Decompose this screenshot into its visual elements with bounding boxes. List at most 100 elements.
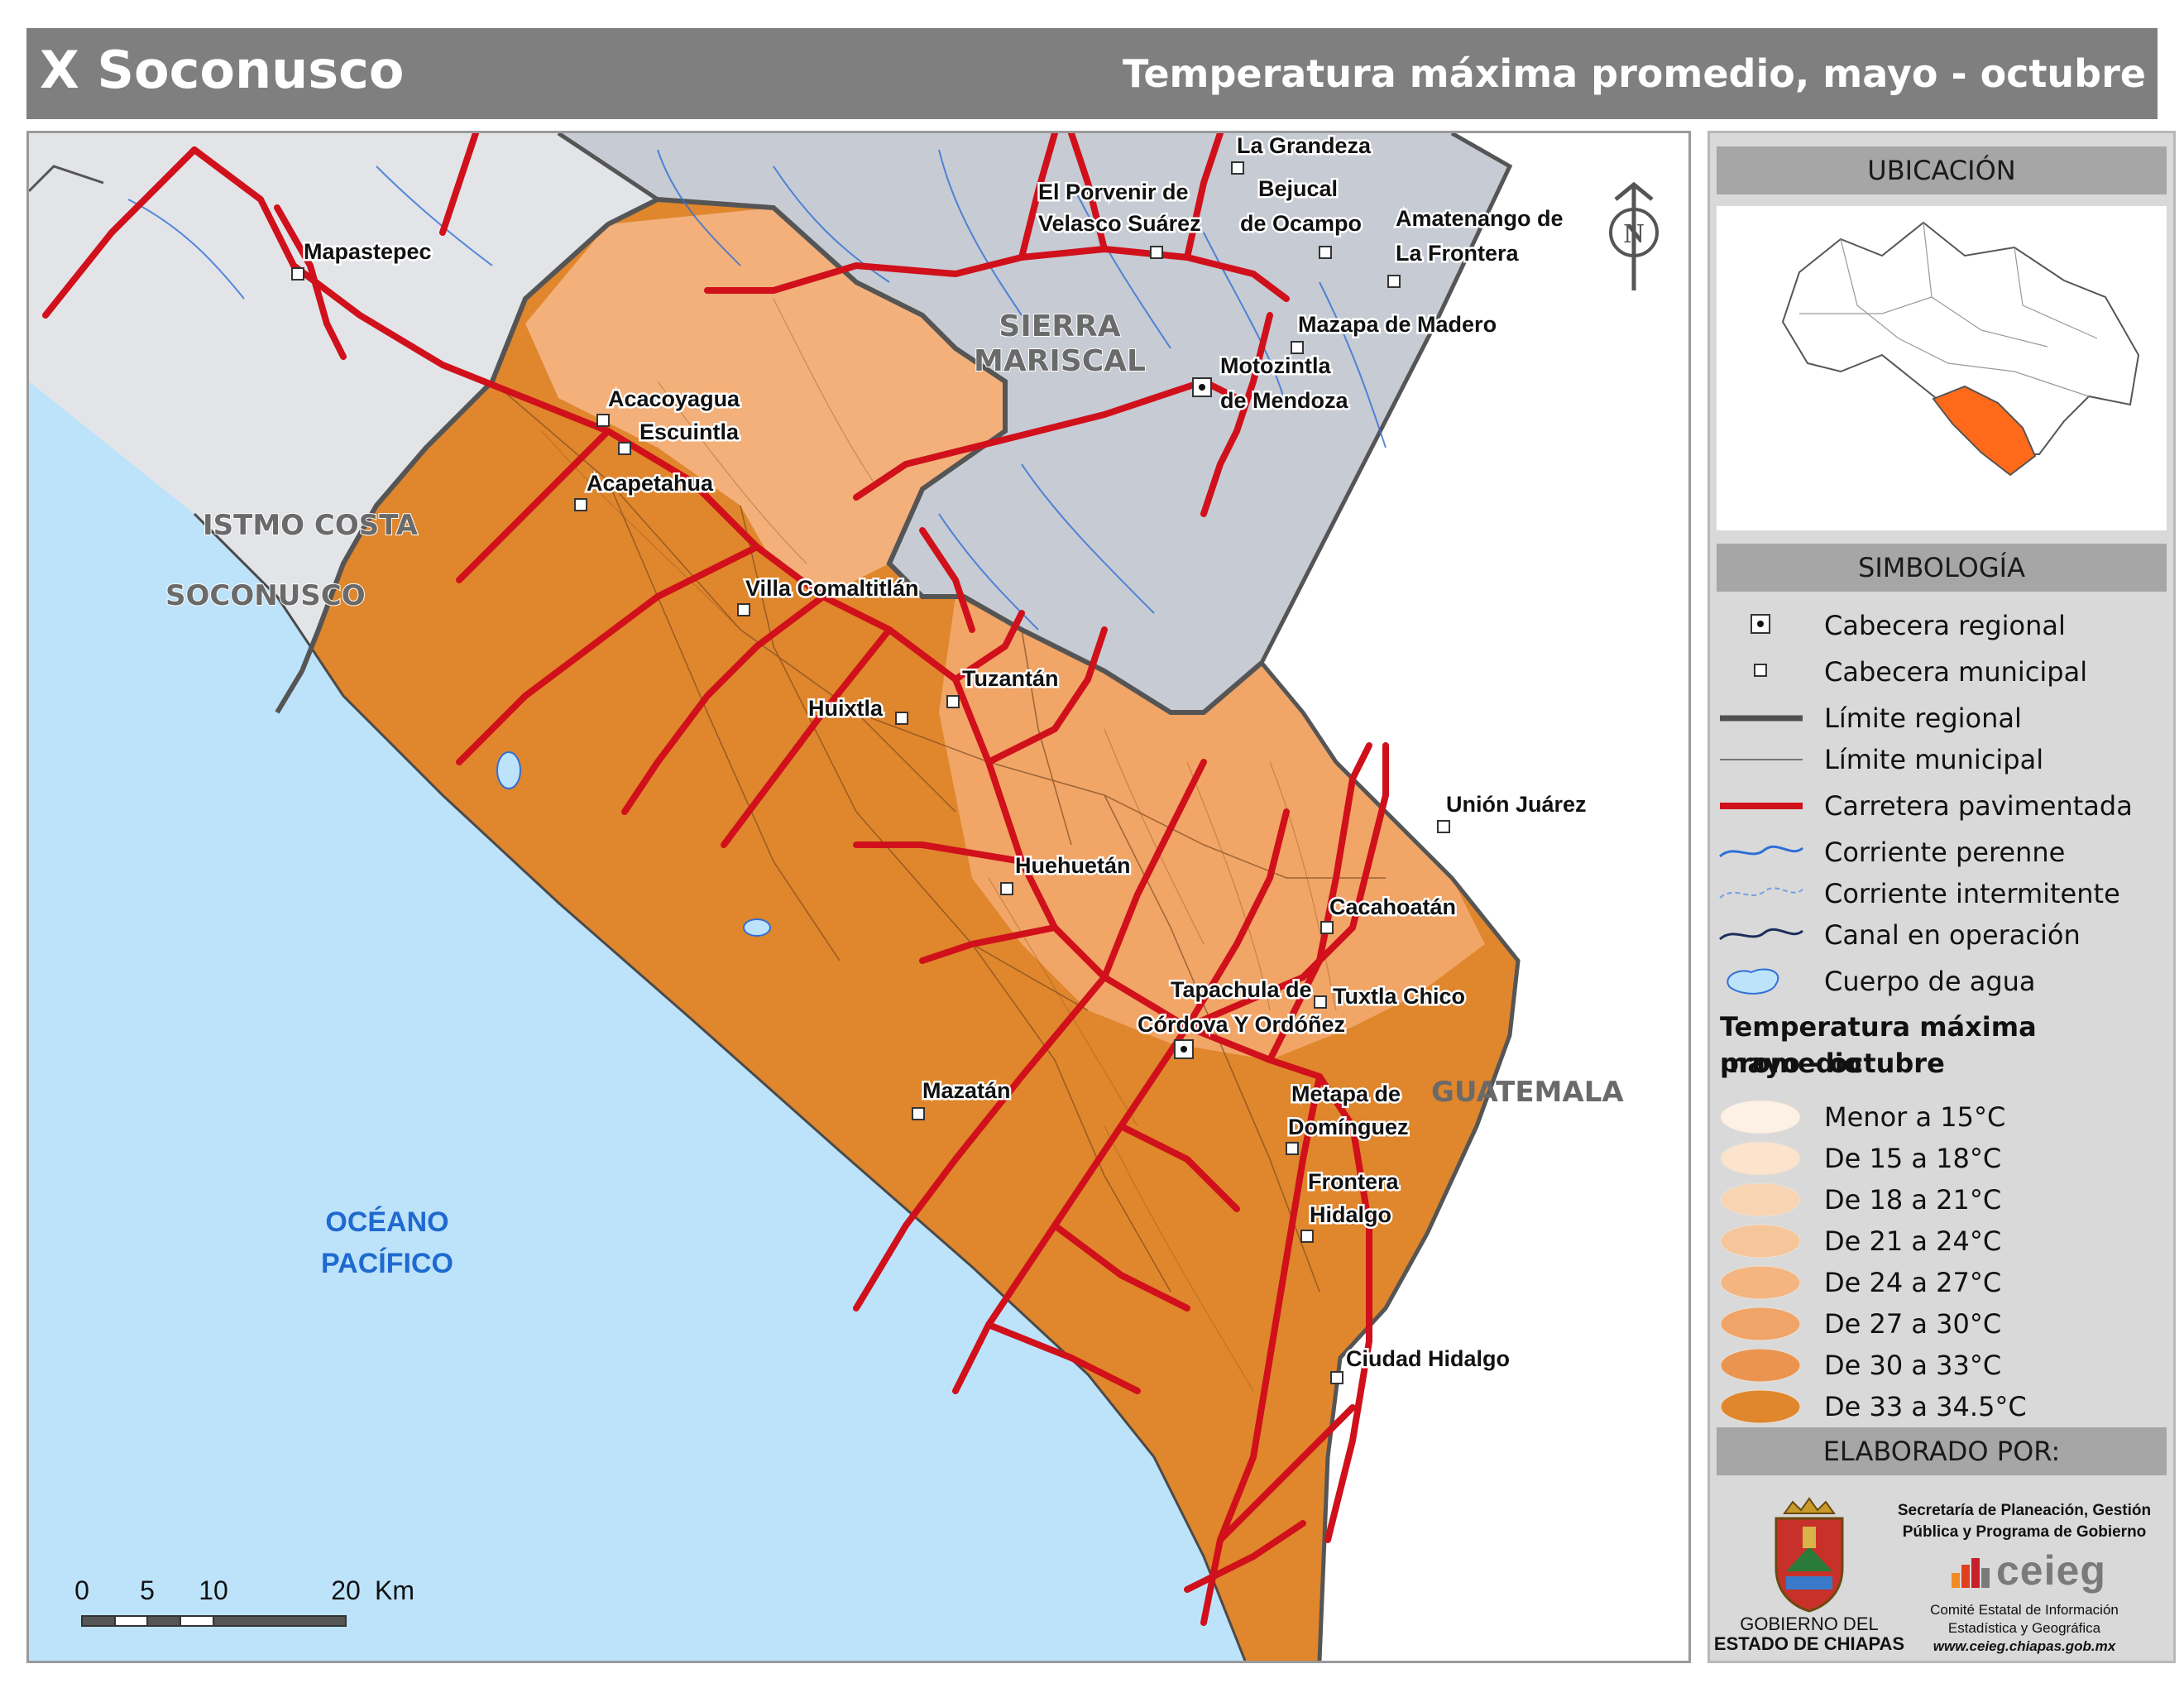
regional-seats xyxy=(1174,377,1212,1059)
legend-item: Límite municipal xyxy=(1718,741,2165,779)
municipal-seat-marker xyxy=(1150,246,1163,259)
temperature-class-label: De 27 a 30°C xyxy=(1824,1308,2002,1340)
legend-label: Cabecera municipal xyxy=(1824,656,2088,688)
scale-tick-label: 10 xyxy=(199,1575,228,1605)
side-panel: UBICACIÓN SIMBOLOGÍA Cabecera regional C… xyxy=(1707,131,2176,1663)
place-label: Villa Comaltitlán xyxy=(745,576,919,601)
legend-label: Límite municipal xyxy=(1824,744,2044,775)
temperature-class-label: De 18 a 21°C xyxy=(1824,1184,2002,1216)
temperature-swatch xyxy=(1720,1389,1801,1424)
legend-item: Canal en operación xyxy=(1718,916,2165,954)
municipal-seat-marker xyxy=(1320,921,1334,934)
ocean-label-2: PACÍFICO xyxy=(321,1248,453,1279)
place-label: Córdova Y Ordóñez xyxy=(1138,1012,1345,1037)
sierra-mariscal-area xyxy=(558,133,1510,712)
legend-label: Corriente perenne xyxy=(1824,837,2066,868)
place-label: Tuxtla Chico xyxy=(1333,984,1465,1009)
municipal-seat-marker xyxy=(1286,1142,1299,1155)
regional-seat-dot xyxy=(1181,1046,1187,1053)
place-label: Motozintla xyxy=(1220,353,1331,378)
location-heading: UBICACIÓN xyxy=(1717,146,2167,194)
label-guatemala: GUATEMALA xyxy=(1431,1076,1624,1109)
region-title: X Soconusco xyxy=(40,40,405,100)
regional-seat-icon xyxy=(1751,614,1770,634)
map-frame[interactable]: N SIERRA MARISCAL ISTMO COSTA SOCONUSCO … xyxy=(26,131,1691,1663)
place-label: Hidalgo xyxy=(1310,1202,1391,1227)
temperature-swatch xyxy=(1720,1307,1801,1341)
paved-road-icon xyxy=(1720,803,1803,809)
scale-tick-label: 20 xyxy=(331,1575,361,1605)
place-label: Huehuetán xyxy=(1015,853,1131,878)
map-canvas[interactable]: N SIERRA MARISCAL ISTMO COSTA SOCONUSCO … xyxy=(29,133,1688,1661)
place-label: de Ocampo xyxy=(1240,211,1362,236)
government-line-1: GOBIERNO DEL xyxy=(1740,1614,1879,1634)
secretaria-line-1: Secretaría de Planeación, Gestión xyxy=(1897,1502,2152,1519)
municipal-seat-marker xyxy=(1330,1371,1343,1384)
municipal-seat-marker xyxy=(1314,995,1327,1009)
legend-item: Cabecera regional xyxy=(1718,607,2165,645)
title-bar: X Soconusco Temperatura máxima promedio,… xyxy=(26,28,2158,119)
water-body xyxy=(496,751,521,789)
municipal-seat-icon xyxy=(1754,664,1767,677)
water-body-icon xyxy=(1727,968,1779,995)
municipal-seat-marker xyxy=(1231,161,1244,175)
water-body xyxy=(743,918,771,937)
region-fill xyxy=(244,199,1518,1661)
intermittent-stream-icon xyxy=(1719,887,1803,899)
chiapas-coat-of-arms-icon xyxy=(1774,1497,1844,1613)
place-label: Huixtla xyxy=(808,696,884,721)
ceieg-logo-text: ceieg xyxy=(1996,1547,2106,1594)
temperature-swatch xyxy=(1720,1182,1801,1217)
place-label: Ciudad Hidalgo xyxy=(1346,1346,1510,1371)
place-label: Metapa de xyxy=(1291,1081,1401,1106)
border-west xyxy=(29,165,104,193)
place-label: Mazatán xyxy=(922,1078,1011,1103)
temperature-class-item: De 15 a 18°C xyxy=(1718,1139,2165,1177)
municipal-seat-marker xyxy=(618,442,631,455)
legend-item: Corriente intermitente xyxy=(1718,875,2165,913)
border-north xyxy=(1259,133,1513,664)
municipal-seat-marker xyxy=(1000,882,1013,895)
label-istmo-costa: ISTMO COSTA xyxy=(203,509,419,542)
legend-label: Cabecera regional xyxy=(1824,610,2066,641)
credits-heading: ELABORADO POR: xyxy=(1717,1427,2167,1475)
ceieg-name: Comité Estatal de Información Estadístic… xyxy=(1884,1601,2165,1656)
municipal-seat-marker xyxy=(737,603,750,616)
municipal-seat-marker xyxy=(946,695,960,708)
place-labels: Mapastepec Acacoyagua Escuintla Acapetah… xyxy=(302,133,1589,1374)
place-label: La Frontera xyxy=(1396,241,1520,266)
rivers xyxy=(127,149,1387,631)
legend-label: Canal en operación xyxy=(1824,919,2081,951)
secretaria-line-2: Pública y Programa de Gobierno xyxy=(1902,1523,2147,1541)
perennial-stream-icon xyxy=(1719,845,1803,858)
municipal-seat-marker xyxy=(895,712,908,725)
place-label: de Mendoza xyxy=(1220,388,1348,413)
ocean-label-1: OCÉANO xyxy=(325,1206,448,1238)
place-label: Escuintla xyxy=(639,420,740,444)
municipal-seat-marker xyxy=(1300,1230,1314,1243)
place-label: El Porvenir de xyxy=(1038,180,1189,204)
place-label: Tapachula de xyxy=(1171,977,1312,1002)
scale-bar: 0 5 10 20 Km xyxy=(74,1575,414,1627)
label-soconusco: SOCONUSCO xyxy=(165,579,366,612)
ceieg-logo-icon xyxy=(1952,1558,1990,1588)
place-label: Acapetahua xyxy=(587,471,714,496)
temperature-class-label: De 15 a 18°C xyxy=(1824,1143,2002,1174)
highland-zone xyxy=(525,208,1005,597)
municipal-seat-marker xyxy=(1387,275,1401,288)
temperature-class-item: Menor a 15°C xyxy=(1718,1098,2165,1136)
legend-heading: SIMBOLOGÍA xyxy=(1717,544,2167,592)
place-label: Domínguez xyxy=(1288,1115,1409,1139)
legend-item: Cuerpo de agua xyxy=(1718,962,2165,1000)
ceieg-url[interactable]: www.ceieg.chiapas.gob.mx xyxy=(1933,1638,2116,1654)
scale-unit: Km xyxy=(375,1575,414,1605)
municipal-limit-icon xyxy=(1720,759,1803,760)
temperature-swatch xyxy=(1720,1265,1801,1300)
map-subtitle: Temperatura máxima promedio, mayo - octu… xyxy=(1123,51,2146,96)
legend-item: Corriente perenne xyxy=(1718,833,2165,871)
government-line-2: ESTADO DE CHIAPAS xyxy=(1713,1633,1905,1654)
regional-limit-icon xyxy=(1720,715,1803,722)
north-arrow-icon: N xyxy=(1609,181,1659,290)
scale-tick-label: 0 xyxy=(74,1575,89,1605)
temperature-class-label: De 21 a 24°C xyxy=(1824,1225,2002,1257)
